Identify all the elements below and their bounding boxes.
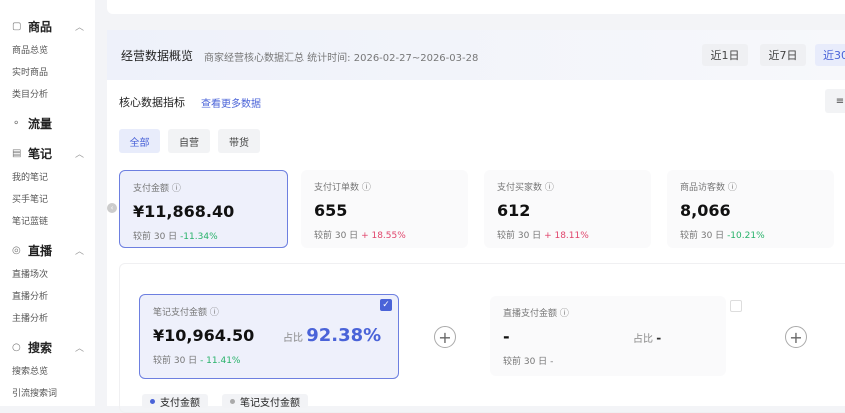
- scroll-left-icon[interactable]: ‹: [107, 203, 117, 213]
- add-icon[interactable]: +: [785, 326, 807, 348]
- chevron-up-icon[interactable]: ︿: [74, 247, 84, 257]
- play-icon: ◎: [12, 245, 21, 256]
- checkbox-checked[interactable]: ✓: [380, 299, 392, 311]
- metric-card-visitors[interactable]: 商品访客数 ⓘ 8,066 较前 30 日 -10.21%: [667, 170, 834, 248]
- nodes-icon: ⚬: [12, 118, 21, 129]
- breakdown-card-live[interactable]: 直播支付金额 ⓘ - 较前 30 日 - 占比 -: [490, 296, 742, 376]
- range-30d-button[interactable]: 近30: [815, 44, 845, 66]
- tab-all[interactable]: 全部: [119, 129, 160, 153]
- sidebar-group-traffic[interactable]: ⚬ 流量: [12, 117, 53, 131]
- page-subtitle: 商家经营核心数据汇总 统计时间: 2026-02-27~2026-03-28: [204, 53, 479, 64]
- page-title: 经营数据概览: [121, 49, 194, 63]
- ratio-value: 92.38%: [306, 325, 382, 346]
- help-icon: ⓘ: [361, 183, 371, 193]
- menu-button[interactable]: ≡: [825, 89, 845, 113]
- note-icon: ▤: [12, 148, 22, 159]
- add-icon[interactable]: +: [434, 326, 456, 348]
- legend-dot: [230, 398, 235, 404]
- sidebar-item[interactable]: 直播分析: [12, 292, 49, 302]
- chevron-up-icon[interactable]: ︿: [74, 150, 84, 160]
- range-7d-button[interactable]: 近7日: [760, 44, 806, 66]
- sidebar-item[interactable]: 我的笔记: [12, 173, 49, 183]
- metric-card-pay-amount[interactable]: 支付金额 ⓘ ¥11,868.40 较前 30 日 -11.34%: [119, 170, 288, 248]
- chevron-up-icon[interactable]: ︿: [74, 344, 84, 354]
- sidebar-group-product[interactable]: ▢ 商品 ︿: [12, 20, 84, 34]
- sidebar-group-search[interactable]: ○ 搜索 ︿: [12, 341, 84, 355]
- help-icon: ⓘ: [544, 183, 554, 193]
- top-card: [107, 0, 845, 14]
- metric-card-orders[interactable]: 支付订单数 ⓘ 655 较前 30 日 + 18.55%: [301, 170, 468, 248]
- breakdown-card-notes[interactable]: 笔记支付金额 ⓘ ¥10,964.50 较前 30 日 - 11.41% 占比 …: [139, 294, 399, 379]
- sidebar-item[interactable]: 主播分析: [12, 314, 49, 324]
- core-title: 核心数据指标: [119, 96, 185, 109]
- chevron-up-icon[interactable]: ︿: [74, 23, 84, 33]
- legend-pay-amount[interactable]: 支付金额: [142, 394, 208, 409]
- legend-notes-pay-amount[interactable]: 笔记支付金额: [222, 394, 308, 409]
- help-icon: ⓘ: [727, 183, 737, 193]
- tab-affiliate[interactable]: 带货: [218, 129, 260, 153]
- sidebar-item[interactable]: 笔记蓝链: [12, 217, 49, 227]
- sidebar-item[interactable]: 实时商品: [12, 68, 49, 78]
- legend-dot: [150, 398, 155, 404]
- search-icon: ○: [12, 342, 21, 353]
- help-icon: ⓘ: [171, 184, 181, 194]
- sidebar-item[interactable]: 搜索总览: [12, 367, 49, 377]
- sidebar-item[interactable]: 买手笔记: [12, 195, 49, 205]
- help-icon: ⓘ: [559, 309, 569, 319]
- checkbox-unchecked[interactable]: [730, 300, 742, 312]
- bag-icon: ▢: [12, 21, 22, 32]
- sidebar-group-notes[interactable]: ▤ 笔记 ︿: [12, 147, 84, 161]
- metric-card-buyers[interactable]: 支付买家数 ⓘ 612 较前 30 日 + 18.11%: [484, 170, 651, 248]
- sidebar-item[interactable]: 直播场次: [12, 270, 49, 280]
- sidebar-item[interactable]: 类目分析: [12, 90, 49, 100]
- range-1d-button[interactable]: 近1日: [702, 44, 748, 66]
- more-data-link[interactable]: 查看更多数据: [201, 99, 261, 110]
- sidebar: ▢ 商品 ︿ 商品总览 实时商品 类目分析 ⚬ 流量 ▤ 笔记 ︿ 我的笔记 买手笔记 笔…: [0, 0, 95, 406]
- sidebar-item[interactable]: 引流搜索词: [12, 389, 58, 399]
- sidebar-item[interactable]: 商品总览: [12, 46, 49, 56]
- sidebar-group-live[interactable]: ◎ 直播 ︿: [12, 244, 84, 258]
- tab-self[interactable]: 自营: [168, 129, 210, 153]
- help-icon: ⓘ: [209, 308, 219, 318]
